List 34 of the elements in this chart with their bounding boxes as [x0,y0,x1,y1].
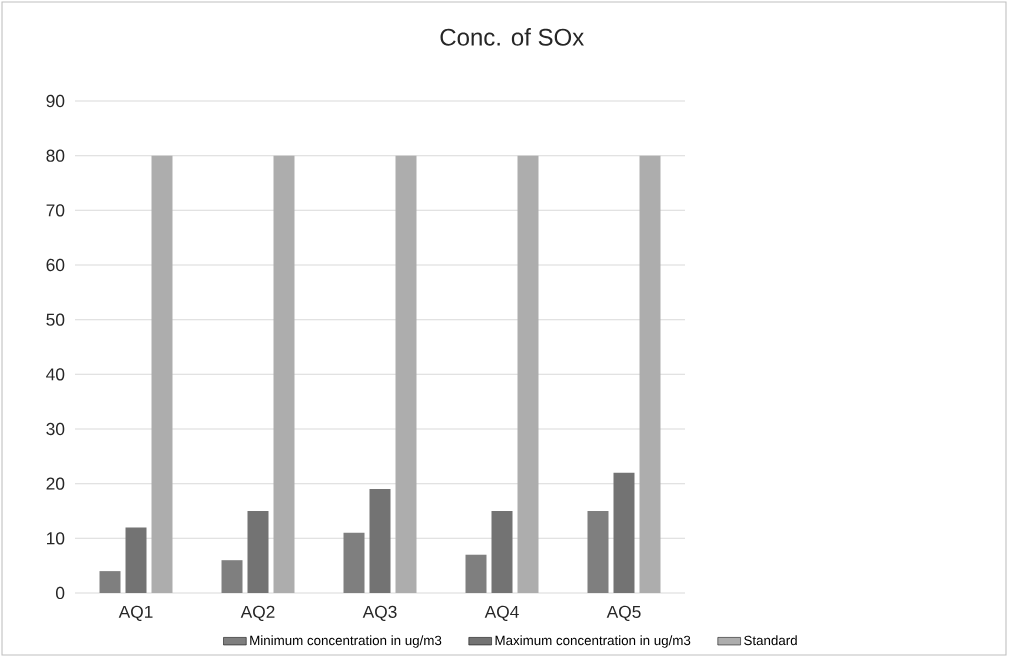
y-tick-label: 20 [46,477,65,490]
bar [465,554,487,593]
bar [125,527,147,593]
legend-label: Maximum concentration in ug/m3 [495,635,691,648]
bar [587,510,609,593]
x-tick-label: AQ5 [606,605,641,622]
bar [369,489,391,593]
bar [517,155,539,593]
bar [247,510,269,593]
y-tick-label: 70 [46,204,65,217]
legend-label: Minimum concentration in ug/m3 [250,635,442,648]
bar [221,560,243,593]
y-tick-label: 60 [46,258,65,272]
y-tick-label: 40 [46,368,65,381]
chart-title: Conc. of SOx [440,28,584,46]
y-tick-label: 90 [46,94,65,108]
y-tick-label: 30 [46,422,65,436]
y-tick-label: 80 [46,149,65,162]
bar [395,155,417,593]
bar [639,155,661,593]
bar [491,510,513,593]
legend-label: Standard [744,635,797,646]
x-tick-label: AQ3 [362,605,397,622]
x-tick-label: AQ1 [118,605,153,622]
bar [613,472,635,593]
bar [151,155,173,593]
y-tick-label: 10 [47,532,65,545]
y-tick-label: 0 [55,586,65,600]
bar [273,155,295,593]
bar [99,571,121,593]
x-tick-label: AQ4 [484,605,519,622]
bar [343,532,365,593]
x-tick-label: AQ2 [240,605,275,622]
y-tick-label: 50 [46,313,65,326]
